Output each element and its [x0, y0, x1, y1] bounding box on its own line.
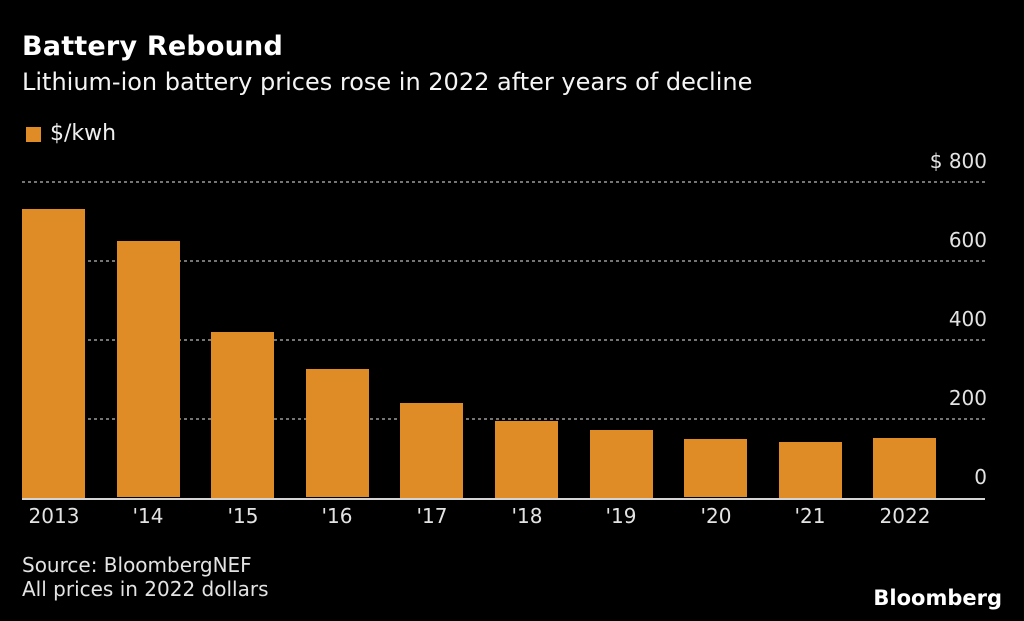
gridline [22, 418, 987, 420]
bar-14 [117, 241, 180, 497]
bar-2022 [873, 438, 936, 498]
x-axis-baseline [22, 498, 985, 500]
x-tick-label: '14 [132, 504, 164, 528]
x-tick-label: '16 [321, 504, 353, 528]
bar-17 [400, 403, 463, 498]
x-tick-label: 2013 [28, 504, 80, 528]
x-tick-label: '20 [700, 504, 732, 528]
x-tick-label: '17 [416, 504, 448, 528]
y-tick-label: $ 800 [929, 149, 987, 173]
legend-swatch-icon [26, 126, 41, 142]
gridline [22, 181, 987, 183]
legend-label: $/kwh [50, 121, 117, 146]
gridline [22, 339, 987, 341]
footnote-text: All prices in 2022 dollars [22, 577, 269, 601]
y-tick-label: 400 [948, 307, 987, 331]
gridline [22, 260, 987, 262]
source-text: Source: BloombergNEF [22, 553, 252, 577]
x-tick-label: '18 [511, 504, 543, 528]
x-tick-label: '19 [605, 504, 637, 528]
bar-20 [684, 439, 747, 497]
y-tick-label: 600 [948, 228, 987, 252]
chart-title: Battery Rebound [22, 31, 283, 62]
legend: $/kwh [26, 120, 116, 148]
y-tick-label: 0 [974, 465, 987, 489]
bar-15 [211, 332, 274, 498]
y-tick-label: 200 [948, 386, 987, 410]
bar-2013 [22, 209, 85, 498]
bar-19 [590, 430, 653, 498]
bar-21 [779, 442, 842, 498]
bloomberg-logo: Bloomberg [873, 586, 1002, 610]
x-tick-label: '21 [794, 504, 826, 528]
chart-subtitle: Lithium-ion battery prices rose in 2022 … [22, 68, 753, 96]
x-tick-label: 2022 [879, 504, 931, 528]
bar-18 [495, 421, 558, 498]
bar-16 [306, 369, 369, 497]
x-tick-label: '15 [227, 504, 259, 528]
